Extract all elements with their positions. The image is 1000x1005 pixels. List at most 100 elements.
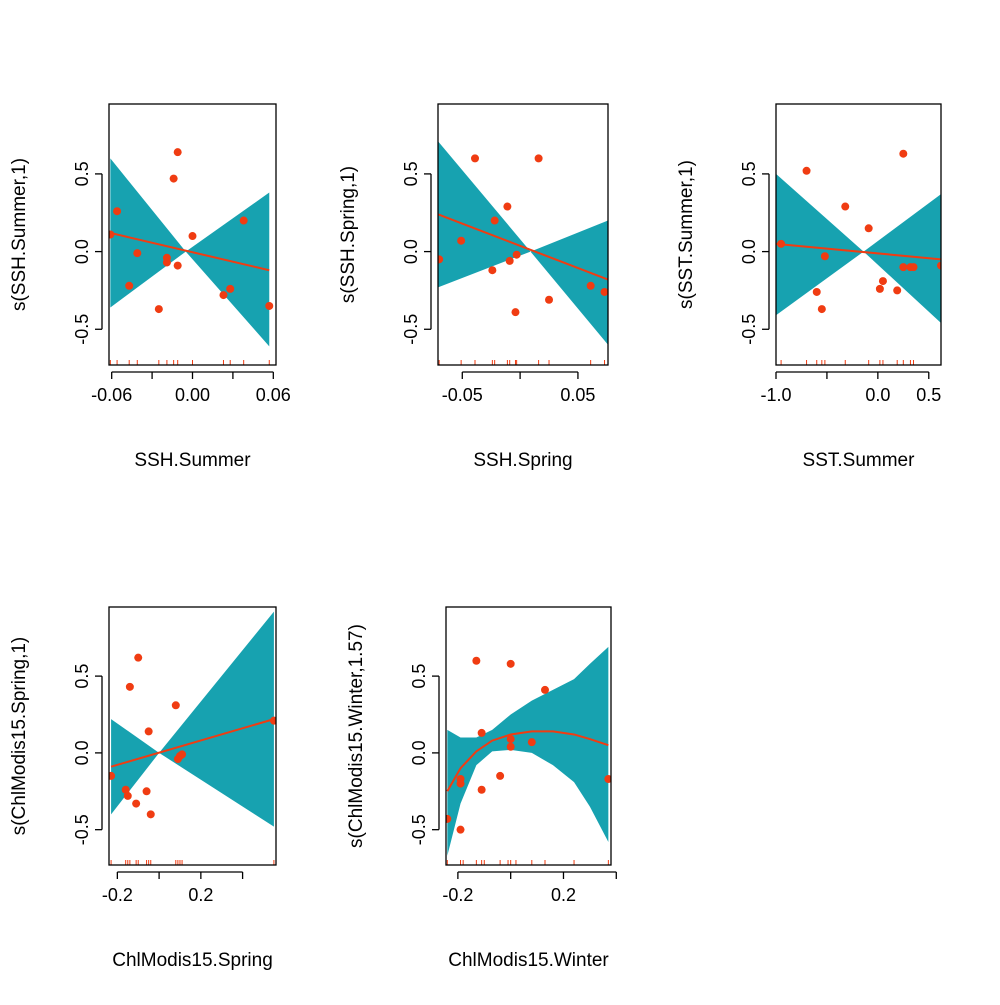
data-point-9 — [146, 810, 155, 819]
data-point-13 — [178, 750, 187, 759]
fit-line — [446, 730, 609, 792]
data-point-3 — [123, 791, 132, 800]
x-axis-title: SSH.Spring — [473, 450, 572, 471]
x-tick-label: -1.0 — [760, 385, 791, 405]
plot-frame — [108, 606, 277, 866]
plot-frame — [775, 103, 942, 366]
data-point-13 — [600, 287, 608, 296]
data-point-3 — [125, 281, 134, 290]
data-point-14 — [269, 716, 276, 725]
data-point-1 — [446, 814, 452, 823]
data-point-8 — [169, 174, 178, 183]
data-point-4 — [456, 775, 465, 783]
panel-2: -0.05 0.05 -0.5 0.0 0.5 SSH.Spring s(SSH.Sprin… — [338, 103, 609, 471]
data-point-11 — [545, 295, 554, 304]
y-axis-title: s(SSH.Spring,1) — [338, 166, 359, 303]
data-point-7 — [142, 787, 151, 796]
data-point-15 — [937, 261, 941, 270]
data-point-15 — [265, 301, 274, 310]
data-point-14 — [604, 775, 611, 783]
panel-4: -0.2 0.2 -0.5 0.0 0.5 ChlModis15.Spring s(ChlM… — [9, 606, 277, 971]
data-point-1 — [438, 255, 444, 264]
y-tick-label: 0.0 — [409, 740, 429, 765]
plot-area — [109, 611, 276, 827]
y-axis-title: s(SSH.Summer,1) — [9, 158, 30, 311]
data-point-14 — [239, 216, 248, 225]
data-point-6 — [841, 202, 850, 211]
y-tick-label: -0.5 — [72, 314, 92, 345]
confidence-band — [438, 141, 608, 345]
data-point-11 — [899, 263, 908, 272]
fit-line — [776, 242, 941, 261]
plot-area — [109, 148, 274, 347]
data-point-11 — [506, 735, 515, 744]
data-point-9 — [878, 277, 887, 286]
data-point-8 — [875, 284, 884, 293]
data-point-1 — [777, 239, 786, 248]
data-point-14 — [909, 263, 918, 272]
x-axis-title: SSH.Summer — [134, 450, 251, 471]
x-tick-label: 0.05 — [560, 385, 595, 405]
y-tick-label: 0.5 — [72, 161, 92, 186]
data-point-2 — [457, 236, 466, 245]
data-point-1 — [109, 230, 115, 239]
data-point-9 — [512, 250, 521, 259]
plot-frame — [108, 103, 277, 366]
x-tick-label: -0.05 — [442, 385, 483, 405]
plot-area — [776, 149, 941, 324]
y-tick-label: -0.5 — [401, 314, 421, 345]
x-tick-label: -0.06 — [91, 385, 132, 405]
x-tick-label: 0.00 — [175, 385, 210, 405]
x-tick-label: -0.2 — [442, 885, 473, 905]
y-tick-label: -0.5 — [409, 814, 429, 845]
x-axis-title: ChlModis15.Winter — [448, 950, 609, 971]
plot-frame — [437, 103, 609, 366]
fit-line — [110, 231, 270, 272]
fit-line — [110, 718, 275, 768]
data-point-9 — [173, 148, 182, 157]
data-point-6 — [477, 728, 486, 737]
x-tick-label: 0.0 — [865, 385, 890, 405]
data-point-13 — [541, 685, 549, 694]
plot-area — [446, 646, 611, 856]
data-point-10 — [893, 286, 902, 295]
y-tick-label: 0.5 — [72, 664, 92, 689]
data-point-12 — [527, 738, 536, 747]
panel-5: -0.2 0.2 -0.5 0.0 0.5 ChlModis15.Winter s(ChlM… — [346, 606, 617, 971]
data-point-4 — [817, 305, 826, 314]
data-point-7 — [864, 224, 873, 233]
data-point-5 — [820, 252, 829, 261]
y-axis-title: s(ChlModis15.Spring,1) — [9, 637, 30, 836]
data-point-10 — [171, 701, 180, 710]
x-axis-title: ChlModis15.Spring — [112, 950, 273, 971]
data-point-1 — [109, 771, 116, 780]
data-point-13 — [226, 284, 235, 293]
plot-area — [438, 141, 608, 345]
panel-3: -1.0 0.0 0.5 -0.5 0.0 0.5 SST.Summer s(SST.Summ… — [676, 103, 942, 471]
data-point-12 — [586, 281, 595, 290]
data-point-2 — [113, 207, 122, 216]
y-tick-label: 0.0 — [72, 239, 92, 264]
y-tick-label: -0.5 — [72, 814, 92, 845]
data-point-4 — [133, 249, 142, 258]
data-point-8 — [496, 771, 505, 780]
data-point-8 — [144, 727, 153, 736]
data-point-2 — [456, 825, 465, 834]
data-point-10 — [173, 261, 182, 270]
data-point-7 — [505, 256, 514, 265]
y-tick-label: 0.0 — [72, 740, 92, 765]
data-point-5 — [490, 216, 499, 225]
y-axis-title: s(SST.Summer,1) — [676, 160, 697, 309]
y-tick-label: -0.5 — [739, 314, 759, 345]
data-point-6 — [503, 202, 512, 211]
x-tick-label: 0.2 — [551, 885, 576, 905]
data-point-7 — [477, 785, 486, 794]
data-point-4 — [125, 682, 134, 691]
y-tick-label: 0.0 — [401, 239, 421, 264]
data-point-4 — [488, 266, 497, 275]
data-point-5 — [154, 305, 163, 314]
data-point-2 — [121, 785, 130, 794]
data-point-12 — [899, 149, 908, 158]
